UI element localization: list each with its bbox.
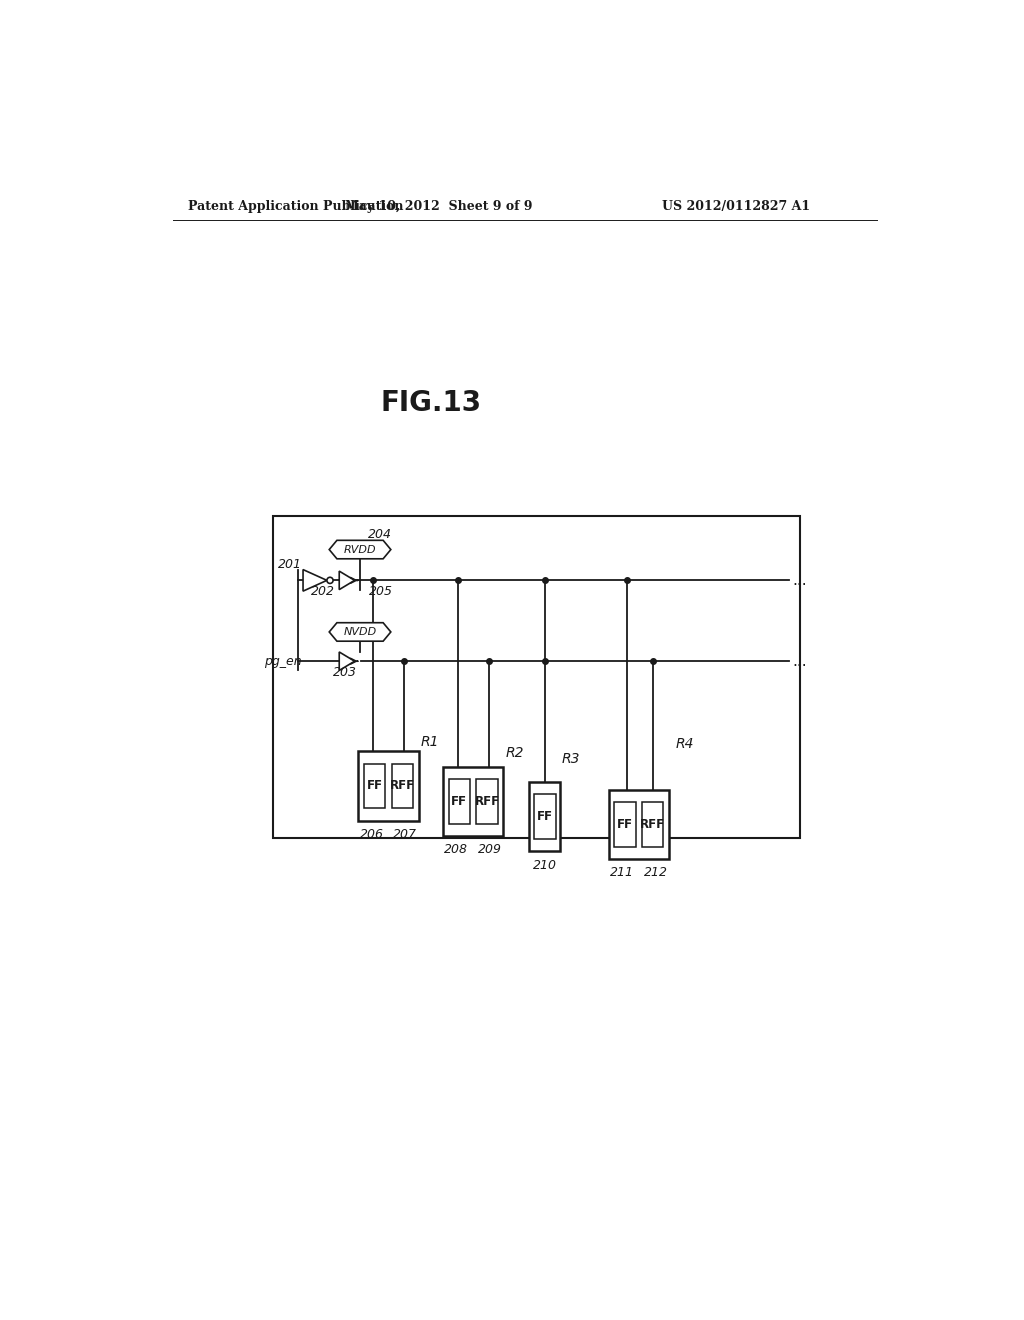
Text: 203: 203 xyxy=(333,667,357,680)
Text: 207: 207 xyxy=(393,828,418,841)
Text: RFF: RFF xyxy=(390,779,415,792)
Polygon shape xyxy=(339,652,354,671)
Text: RFF: RFF xyxy=(474,795,500,808)
Text: 211: 211 xyxy=(610,866,634,879)
Bar xyxy=(449,779,470,824)
Text: RFF: RFF xyxy=(640,818,666,832)
Text: R4: R4 xyxy=(676,737,694,751)
Text: RVDD: RVDD xyxy=(344,545,377,554)
Text: 201: 201 xyxy=(278,558,301,572)
Text: US 2012/0112827 A1: US 2012/0112827 A1 xyxy=(662,199,810,213)
Bar xyxy=(614,803,636,847)
Bar xyxy=(529,781,560,851)
Text: FF: FF xyxy=(616,818,633,832)
Text: 210: 210 xyxy=(532,859,557,871)
Bar xyxy=(642,803,664,847)
Text: FIG.13: FIG.13 xyxy=(380,389,481,417)
Bar xyxy=(391,763,413,808)
Text: ...: ... xyxy=(793,653,807,669)
Text: 206: 206 xyxy=(359,828,384,841)
Polygon shape xyxy=(330,623,391,642)
Text: Patent Application Publication: Patent Application Publication xyxy=(188,199,403,213)
Text: May 10, 2012  Sheet 9 of 9: May 10, 2012 Sheet 9 of 9 xyxy=(345,199,532,213)
Text: FF: FF xyxy=(452,795,467,808)
Text: 202: 202 xyxy=(310,585,335,598)
Text: 205: 205 xyxy=(370,585,393,598)
Bar xyxy=(273,516,801,838)
Text: R1: R1 xyxy=(421,735,439,748)
Text: 209: 209 xyxy=(478,843,502,857)
Bar xyxy=(476,779,498,824)
Polygon shape xyxy=(303,570,327,591)
Text: R3: R3 xyxy=(562,752,581,766)
Text: pg_en: pg_en xyxy=(264,655,301,668)
Text: 208: 208 xyxy=(444,843,468,857)
Bar xyxy=(535,795,556,840)
Bar xyxy=(358,751,419,821)
Bar xyxy=(364,763,385,808)
Text: FF: FF xyxy=(367,779,383,792)
Text: R2: R2 xyxy=(506,746,524,760)
Text: 204: 204 xyxy=(368,528,392,541)
Bar xyxy=(443,767,503,836)
Text: NVDD: NVDD xyxy=(343,627,377,638)
Polygon shape xyxy=(330,540,391,558)
Text: ...: ... xyxy=(793,573,807,587)
Polygon shape xyxy=(339,572,354,590)
Circle shape xyxy=(327,577,333,583)
Text: 212: 212 xyxy=(644,866,668,879)
Bar xyxy=(608,789,669,859)
Text: FF: FF xyxy=(537,810,553,824)
